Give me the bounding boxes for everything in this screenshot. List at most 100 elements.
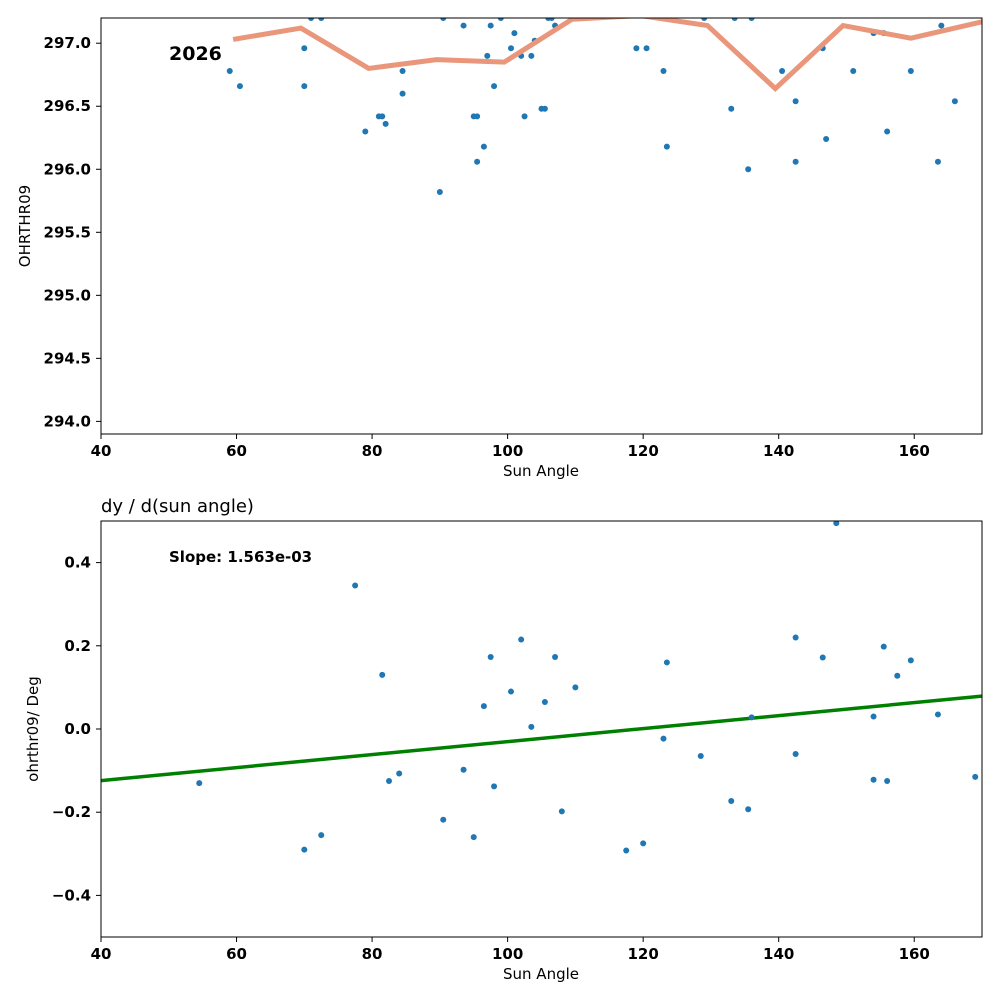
data-point [362,128,369,135]
data-point [870,713,877,720]
data-point [701,18,708,21]
data-point [951,98,958,105]
data-point [528,723,535,730]
data-point [938,22,945,29]
data-point [572,684,579,691]
data-point [379,671,386,678]
data-point [487,22,494,29]
data-point [460,22,467,29]
top-plot-content [226,18,982,195]
data-point [399,90,406,97]
data-point [850,67,857,74]
top-annotation: 2026 [169,43,222,65]
data-point [934,158,941,165]
x-tick-label: 160 [899,945,930,963]
top-y-axis-label: OHRTHR09 [16,185,34,267]
bottom-panel: dy / d(sun angle) Slope: 1.563e-03 40 60 8… [24,496,983,983]
data-point [382,120,389,127]
x-tick-label: 100 [492,945,523,963]
y-tick-label: −0.4 [52,886,91,904]
data-point [748,714,755,721]
x-tick-label: 40 [91,442,112,460]
data-point [552,654,559,661]
data-point [792,634,799,641]
y-tick-label: −0.2 [52,803,91,821]
x-tick-label: 160 [899,442,930,460]
data-point [440,18,447,21]
data-point [663,659,670,666]
data-point [819,654,826,661]
x-tick-label: 60 [226,945,247,963]
data-point [894,672,901,679]
data-point [731,18,738,21]
data-point [318,18,325,21]
bottom-chart-title: dy / d(sun angle) [101,496,254,517]
y-tick-label: 294.5 [44,349,91,367]
x-tick-label: 120 [627,945,658,963]
top-x-axis-label: Sun Angle [503,462,579,480]
data-point [541,105,548,112]
fit-line [101,694,982,783]
data-point [508,688,515,695]
data-point [934,711,941,718]
x-tick-label: 80 [362,442,383,460]
data-point [792,98,799,105]
data-point [633,45,640,52]
x-tick-label: 80 [362,945,383,963]
y-tick-label: 295.5 [44,223,91,241]
data-point [399,67,406,74]
data-point [436,188,443,195]
data-point [352,582,359,589]
data-point [779,67,786,74]
x-tick-label: 100 [492,442,523,460]
data-point [643,45,650,52]
data-point [833,521,840,527]
x-tick-label: 120 [627,442,658,460]
data-point [660,67,667,74]
data-point [558,808,565,815]
data-point [474,113,481,120]
data-point [440,816,447,823]
y-tick-label: 296.0 [44,160,91,178]
data-point [548,18,555,21]
data-point [663,143,670,150]
data-point [474,158,481,165]
data-point [460,766,467,773]
data-point [318,832,325,839]
data-point [301,846,308,853]
data-point [907,657,914,664]
data-point [748,18,755,21]
data-point [541,698,548,705]
y-tick-label: 294.0 [44,412,91,430]
data-point [508,45,515,52]
data-point [745,166,752,173]
data-point [236,83,243,90]
data-point [386,778,393,784]
data-point [728,105,735,112]
data-point [528,52,535,59]
y-tick-label: 0.2 [64,637,91,655]
data-point [884,778,891,784]
data-point [870,776,877,783]
data-point [196,780,203,787]
data-point [972,773,979,780]
y-tick-label: 0.4 [64,554,91,572]
data-point [301,83,308,90]
data-point [484,52,491,59]
data-point [511,30,518,37]
data-point [470,834,477,841]
data-point [880,643,887,650]
data-point [521,113,528,120]
y-tick-label: 296.5 [44,97,91,115]
y-tick-label: 295.0 [44,286,91,304]
top-axis-ticks: 40 60 80 100 120 140 160 294.0 294.5 295.0 295.5 29… [44,34,930,460]
bottom-annotation: Slope: 1.563e-03 [169,548,312,566]
data-point [792,750,799,757]
y-tick-label: 0.0 [64,720,91,738]
data-point [623,847,630,854]
data-point [518,636,525,643]
data-point [823,136,830,143]
data-point [907,67,914,74]
data-point [226,67,233,74]
